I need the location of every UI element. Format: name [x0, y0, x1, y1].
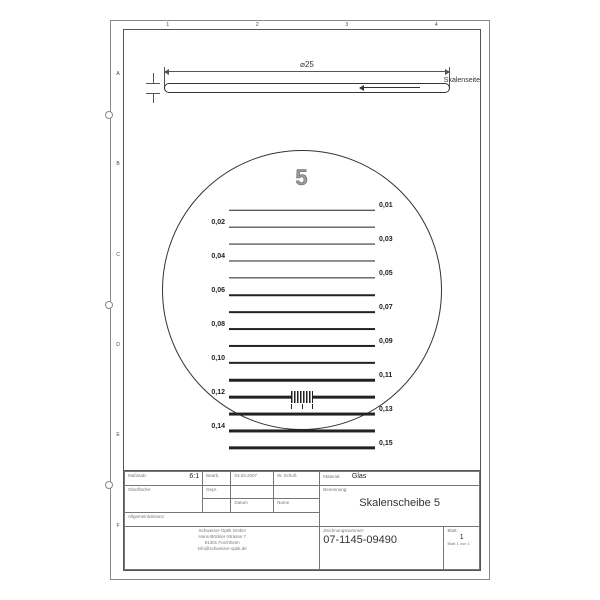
diameter-dimension: ⌀25 — [287, 60, 327, 69]
scale-label-left: 0,06 — [199, 287, 225, 294]
material-value: Glas — [352, 473, 366, 480]
tolerance-label: Allgemeintoleranz: — [128, 514, 165, 519]
scale-line: 0,09 — [201, 342, 403, 350]
bearb-date: 03.03.2007 — [234, 473, 257, 478]
reticle-number: 5 — [163, 165, 441, 191]
scale-line: 0,02 — [201, 223, 403, 231]
company-line4: info@schweizer-optik.de — [198, 546, 247, 551]
company-line1: Schweizer-Optik GmbH — [199, 528, 246, 533]
scale-bar — [229, 446, 375, 449]
scale-label-right: 0,07 — [379, 304, 405, 311]
scale-label-left: 0,10 — [199, 355, 225, 362]
scale-bar — [229, 328, 375, 330]
scale-label-right: 0,05 — [379, 270, 405, 277]
drawing-no-label: Zeichnungsnummer: — [323, 528, 364, 533]
column-number: 3 — [302, 21, 392, 29]
scale-label-right: 0,11 — [379, 372, 405, 379]
leader-label: Skalenseite — [444, 77, 480, 84]
scale-line: 0,14 — [201, 427, 403, 435]
bearb-label: Bearb. — [206, 473, 219, 478]
scale-line: 0,04 — [201, 257, 403, 265]
scale-label-right: 0,09 — [379, 338, 405, 345]
punch-hole — [105, 481, 113, 489]
punch-hole — [105, 111, 113, 119]
scale-label-left: 0,04 — [199, 253, 225, 260]
scale-line: 0,15 — [201, 444, 403, 452]
benennung-label: Benennung: — [323, 487, 347, 492]
scale-line: 0,08 — [201, 325, 403, 333]
column-number: 2 — [213, 21, 303, 29]
disc-profile — [164, 83, 450, 93]
scale-line: 0,13 — [201, 410, 403, 418]
column-number: 1 — [123, 21, 213, 29]
material-label: Material: — [323, 474, 340, 479]
bearb-name: W. Schuß — [277, 473, 297, 478]
column-numbers: 1234 — [123, 21, 481, 29]
scale-line: 0,06 — [201, 291, 403, 299]
scale-line: 0,07 — [201, 308, 403, 316]
blatt-value: 1 — [460, 534, 464, 541]
scale-bar — [229, 294, 375, 296]
datum-label: Datum — [234, 500, 247, 505]
company-line3: 91301 Forchheim — [205, 540, 240, 545]
scale-bar — [229, 311, 375, 313]
scale-bar — [229, 362, 375, 364]
gepr-label: Gepr. — [206, 487, 217, 492]
row-letter: B — [113, 119, 123, 209]
leader-line — [360, 87, 420, 88]
scale-bar — [229, 413, 375, 416]
row-letter: F — [113, 481, 123, 571]
scale-bar — [229, 210, 375, 211]
scale-value: 6:1 — [189, 473, 199, 480]
row-letter: C — [113, 210, 123, 300]
punch-hole — [105, 301, 113, 309]
scale-label-right: 0,15 — [379, 440, 405, 447]
dimension-line — [164, 71, 450, 72]
side-profile-view: ⌀25 Skalenseite — [164, 65, 450, 105]
company-line2: Hans-Böckler-Strasse 7 — [198, 534, 246, 539]
scale-label-left: 0,14 — [199, 423, 225, 430]
reticle-disc: 5 0,010,020,030,040,050,060,070,080,090,… — [162, 150, 442, 430]
row-letter: A — [113, 29, 123, 119]
row-letter: D — [113, 300, 123, 390]
scale-lines: 0,01 0,02 0,03 0,04 0,05 0,06 0,07 0,08 0,09 0,10… — [201, 206, 403, 461]
scale-bar — [229, 429, 375, 432]
scale-label-left: 0,12 — [199, 389, 225, 396]
scale-line: 0,03 — [201, 240, 403, 248]
scale-line: 0,01 — [201, 206, 403, 214]
blatt-label: Blatt: — [447, 528, 457, 533]
scale-label-right: 0,03 — [379, 236, 405, 243]
title-block: Maßstab: 6:1 Bearb. 03.03.2007 W. Schuß … — [124, 470, 480, 570]
blatt-von: Blatt 1 von 1 — [447, 541, 469, 546]
surface-label: Oberfläche: — [128, 487, 151, 492]
row-letters: ABCDEF — [113, 29, 123, 571]
scale-line: 0,11 — [201, 376, 403, 384]
scale-label-right: 0,01 — [379, 202, 405, 209]
scale-line: 0,05 — [201, 274, 403, 282]
scale-label-right: 0,13 — [379, 406, 405, 413]
column-number: 4 — [392, 21, 482, 29]
scale-label-left: 0,08 — [199, 321, 225, 328]
inner-frame: ⌀25 Skalenseite 5 0,010,020,030,040,050,… — [123, 29, 481, 571]
scale-line: 0,10 — [201, 359, 403, 367]
scale-bar — [229, 345, 375, 347]
hatch-pattern — [291, 391, 313, 409]
scale-bar — [229, 244, 375, 245]
scale-label: Maßstab: — [128, 473, 147, 478]
scale-bar — [229, 277, 375, 278]
scale-bar — [229, 260, 375, 261]
scale-bar — [229, 227, 375, 228]
scale-label-left: 0,02 — [199, 219, 225, 226]
name-label: Name — [277, 500, 289, 505]
drawing-number: 07-1145-09490 — [323, 534, 397, 546]
drawing-sheet: 1234 ABCDEF ⌀25 Skalenseite 5 0 — [110, 20, 490, 580]
row-letter: E — [113, 390, 123, 480]
scale-bar — [229, 379, 375, 382]
front-view: 5 0,010,020,030,040,050,060,070,080,090,… — [162, 150, 442, 430]
drawing-title: Skalenscheibe 5 — [359, 497, 440, 509]
